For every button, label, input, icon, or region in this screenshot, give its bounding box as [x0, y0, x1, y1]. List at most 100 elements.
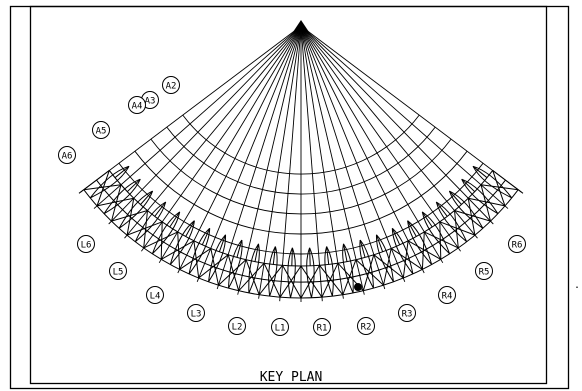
radial-line — [300, 25, 323, 302]
arc-label-a6: A6 — [58, 146, 76, 164]
apex-marker — [293, 20, 309, 32]
label-text: A5 — [96, 127, 107, 137]
truss-diagonal — [177, 231, 181, 270]
truss-lens — [342, 243, 354, 294]
label-circle — [77, 235, 95, 253]
truss-band — [78, 165, 524, 299]
truss-diagonal — [383, 248, 392, 286]
truss-post — [435, 201, 448, 217]
label-circle — [128, 96, 146, 114]
right-label-r3: R3 — [398, 304, 416, 322]
truss-lens — [461, 178, 499, 215]
right-label-r5: R5 — [475, 262, 493, 280]
label-text: R1 — [317, 324, 328, 334]
truss-post — [309, 247, 311, 266]
truss-lens — [228, 239, 243, 289]
truss-lens — [89, 165, 130, 199]
left-label-l3: L3 — [187, 304, 205, 322]
truss-lens — [208, 234, 227, 283]
truss-post — [218, 234, 226, 252]
label-circle — [357, 317, 375, 335]
truss-post — [391, 228, 401, 246]
radial-line — [300, 25, 522, 193]
label-circle — [438, 286, 456, 304]
label-circle — [58, 146, 76, 164]
radial-line — [158, 25, 302, 264]
truss-diagonal — [300, 265, 320, 299]
radial-line — [300, 25, 425, 274]
truss-diagonal — [342, 259, 357, 295]
label-text: A4 — [132, 102, 143, 112]
left-label-l1: L1 — [271, 318, 289, 336]
truss-chord — [108, 170, 494, 267]
node-marker — [354, 283, 362, 291]
radial-line — [300, 25, 365, 295]
truss-post — [407, 220, 417, 237]
truss-diagonal — [282, 265, 302, 299]
right-label-r6: R6 — [508, 235, 526, 253]
truss-post — [472, 165, 488, 179]
truss-lens — [407, 220, 433, 265]
truss-diagonal — [362, 254, 375, 291]
label-text: R2 — [361, 323, 372, 333]
truss-post — [140, 190, 153, 205]
radial-line — [258, 25, 302, 299]
truss-lens — [324, 246, 334, 297]
truss-diagonal — [454, 210, 491, 222]
radial-line — [300, 25, 386, 290]
truss-post — [236, 239, 243, 258]
truss-diagonal — [300, 265, 323, 298]
truss-diagonal — [402, 240, 409, 279]
truss-lens — [359, 239, 374, 289]
radial-line — [124, 25, 302, 239]
truss-diagonal — [407, 240, 442, 260]
arc-label-a4: A4 — [128, 96, 146, 114]
edge-mark: . — [574, 280, 580, 291]
truss-end — [78, 170, 110, 194]
radial-line — [300, 25, 344, 299]
truss-post — [185, 220, 195, 237]
arc-line — [150, 138, 452, 215]
right-label-r2: R2 — [357, 317, 375, 335]
truss-diagonal — [126, 198, 135, 236]
truss-post — [461, 178, 476, 192]
truss-end — [492, 170, 524, 194]
truss-diagonal — [111, 210, 148, 222]
truss-lens — [103, 178, 141, 215]
label-text: R3 — [402, 310, 413, 320]
label-circle — [398, 304, 416, 322]
plan-title: KEY PLAN — [260, 370, 323, 385]
label-text: A2 — [166, 82, 177, 92]
truss-diagonal — [467, 198, 476, 236]
radial-line — [177, 25, 302, 274]
truss-diagonal — [96, 197, 134, 207]
label-text: R5 — [479, 268, 490, 278]
truss-diagonal — [424, 231, 459, 249]
truss-diagonal — [319, 264, 344, 296]
truss-diagonal — [492, 170, 506, 207]
label-text: R4 — [442, 292, 453, 302]
radial-line — [300, 25, 509, 209]
label-circle — [313, 318, 331, 336]
radial-line — [300, 25, 461, 252]
truss-lens — [151, 211, 181, 255]
truss-diagonal — [238, 262, 265, 292]
truss-post — [201, 228, 211, 246]
inner-border — [29, 5, 548, 385]
truss-diagonal — [160, 240, 195, 260]
truss-diagonal — [198, 254, 229, 279]
truss-lens — [472, 165, 513, 199]
left-label-l4: L4 — [146, 286, 164, 304]
radial-line — [196, 25, 302, 282]
radial-line — [237, 25, 302, 295]
truss-diagonal — [454, 210, 459, 248]
truss-post — [169, 211, 181, 228]
truss-diagonal — [245, 259, 260, 295]
truss-diagonal — [439, 221, 442, 260]
truss-post — [421, 211, 433, 228]
radial-line — [216, 25, 302, 290]
label-text: L4 — [150, 292, 161, 302]
label-text: L2 — [232, 323, 243, 333]
left-label-l2: L2 — [228, 317, 246, 335]
